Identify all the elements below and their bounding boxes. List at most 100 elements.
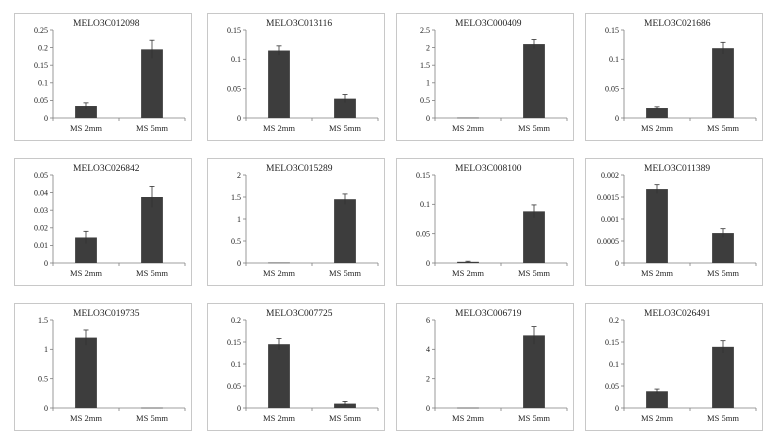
y-tick-label: 0.5 — [38, 374, 48, 383]
bar-chart: MELO3C000409 0 0.5 1 1.5 2 2.5 MS 2mm MS 5mm — [420, 19, 568, 133]
x-category-label: MS 2mm — [641, 413, 673, 423]
y-tick-label: 0.001 — [601, 215, 619, 224]
x-category-label: MS 5mm — [136, 268, 168, 278]
y-tick-label: 1 — [44, 345, 48, 354]
chart-panel: MELO3C015289 0 0.5 1 1.5 2 MS 2mm MS 5mm — [207, 158, 385, 286]
chart-title: MELO3C026842 — [73, 164, 140, 174]
x-category-label: MS 5mm — [518, 123, 550, 133]
y-tick-label: 1 — [237, 215, 241, 224]
y-tick-label: 0.1 — [609, 55, 619, 64]
y-tick-label: 4 — [426, 345, 430, 354]
bar — [334, 199, 356, 263]
chart-panel: MELO3C011389 0 0.0005 0.001 0.0015 0.002 MS 2m… — [585, 158, 763, 286]
chart-panel: MELO3C019735 0 0.5 1 1.5 MS 2mm MS 5mm — [14, 303, 192, 431]
chart-title: MELO3C007725 — [266, 309, 333, 319]
x-category-label: MS 2mm — [263, 268, 295, 278]
x-category-label: MS 5mm — [329, 413, 361, 423]
x-category-label: MS 5mm — [329, 123, 361, 133]
bar — [75, 337, 97, 408]
y-tick-label: 0.2 — [38, 43, 48, 52]
y-tick-label: 0 — [44, 404, 48, 413]
x-category-label: MS 2mm — [641, 268, 673, 278]
x-category-label: MS 2mm — [263, 413, 295, 423]
y-tick-label: 0.1 — [231, 55, 241, 64]
chart-panel: MELO3C012098 0 0.05 0.1 0.15 0.2 0.25 MS 2mm MS … — [14, 13, 192, 141]
chart-panel: MELO3C021686 0 0.05 0.1 0.15 MS 2mm MS 5mm — [585, 13, 763, 141]
y-tick-label: 0.1 — [609, 360, 619, 369]
y-tick-label: 0.15 — [227, 338, 241, 347]
chart-title: MELO3C011389 — [644, 164, 710, 174]
x-category-label: MS 2mm — [452, 413, 484, 423]
x-category-label: MS 5mm — [136, 123, 168, 133]
bar — [75, 237, 97, 263]
bar — [523, 211, 545, 263]
y-tick-label: 2.5 — [420, 26, 430, 35]
y-tick-label: 0.03 — [34, 206, 48, 215]
bar-chart: MELO3C011389 0 0.0005 0.001 0.0015 0.002 MS 2m… — [597, 164, 757, 278]
y-tick-label: 0 — [615, 259, 619, 268]
bar-chart: MELO3C007725 0 0.05 0.1 0.15 0.2 MS 2mm MS 5mm — [227, 309, 379, 423]
x-category-label: MS 2mm — [452, 123, 484, 133]
bar — [268, 262, 290, 264]
y-tick-label: 0.2 — [609, 316, 619, 325]
bar — [646, 108, 668, 118]
y-tick-label: 0.15 — [227, 26, 241, 35]
x-category-label: MS 5mm — [707, 123, 739, 133]
y-tick-label: 0.1 — [420, 200, 430, 209]
y-tick-label: 0.15 — [605, 338, 619, 347]
bar — [334, 98, 356, 118]
x-category-label: MS 2mm — [70, 413, 102, 423]
y-tick-label: 0.05 — [416, 229, 430, 238]
y-tick-label: 0.5 — [231, 237, 241, 246]
bar — [523, 335, 545, 408]
y-tick-label: 1 — [426, 79, 430, 88]
bar — [141, 49, 163, 118]
y-tick-label: 0 — [426, 404, 430, 413]
bar-chart: MELO3C006719 0 2 4 6 MS 2mm MS 5mm — [426, 309, 568, 423]
x-category-label: MS 5mm — [707, 268, 739, 278]
bar-chart: MELO3C026491 0 0.05 0.1 0.15 0.2 MS 2mm MS 5mm — [605, 309, 757, 423]
bar-chart: MELO3C012098 0 0.05 0.1 0.15 0.2 0.25 MS 2mm MS … — [34, 19, 186, 133]
chart-title: MELO3C012098 — [73, 19, 140, 29]
x-category-label: MS 2mm — [70, 268, 102, 278]
y-tick-label: 0 — [44, 259, 48, 268]
y-tick-label: 0.02 — [34, 224, 48, 233]
bar — [646, 189, 668, 263]
x-category-label: MS 2mm — [452, 268, 484, 278]
bar — [457, 117, 479, 119]
bar-chart: MELO3C008100 0 0.05 0.1 0.15 MS 2mm MS 5mm — [416, 164, 568, 278]
chart-panel: MELO3C026491 0 0.05 0.1 0.15 0.2 MS 2mm MS 5mm — [585, 303, 763, 431]
y-tick-label: 0.0015 — [597, 193, 619, 202]
y-tick-label: 0.15 — [416, 171, 430, 180]
bar — [268, 344, 290, 408]
y-tick-label: 0.25 — [34, 26, 48, 35]
y-tick-label: 0 — [426, 259, 430, 268]
y-tick-label: 0.01 — [34, 241, 48, 250]
y-tick-label: 0.1 — [231, 360, 241, 369]
bar — [646, 391, 668, 408]
x-category-label: MS 5mm — [518, 268, 550, 278]
y-tick-label: 1.5 — [231, 193, 241, 202]
y-tick-label: 2 — [426, 374, 430, 383]
chart-panel: MELO3C007725 0 0.05 0.1 0.15 0.2 MS 2mm MS 5mm — [207, 303, 385, 431]
y-tick-label: 0 — [44, 114, 48, 123]
y-tick-label: 0.05 — [227, 382, 241, 391]
y-tick-label: 0.15 — [605, 26, 619, 35]
bar-chart: MELO3C015289 0 0.5 1 1.5 2 MS 2mm MS 5mm — [231, 164, 379, 278]
x-category-label: MS 5mm — [707, 413, 739, 423]
y-tick-label: 1.5 — [420, 61, 430, 70]
chart-title: MELO3C021686 — [644, 19, 711, 29]
chart-panel: MELO3C006719 0 2 4 6 MS 2mm MS 5mm — [396, 303, 574, 431]
y-tick-label: 0.05 — [227, 84, 241, 93]
y-tick-label: 0.15 — [34, 61, 48, 70]
y-tick-label: 0 — [237, 404, 241, 413]
bar — [523, 44, 545, 118]
y-tick-label: 0.1 — [38, 79, 48, 88]
x-category-label: MS 2mm — [641, 123, 673, 133]
y-tick-label: 2 — [426, 43, 430, 52]
y-tick-label: 0.05 — [605, 382, 619, 391]
x-category-label: MS 5mm — [136, 413, 168, 423]
bar — [268, 50, 290, 118]
bar — [457, 407, 479, 409]
